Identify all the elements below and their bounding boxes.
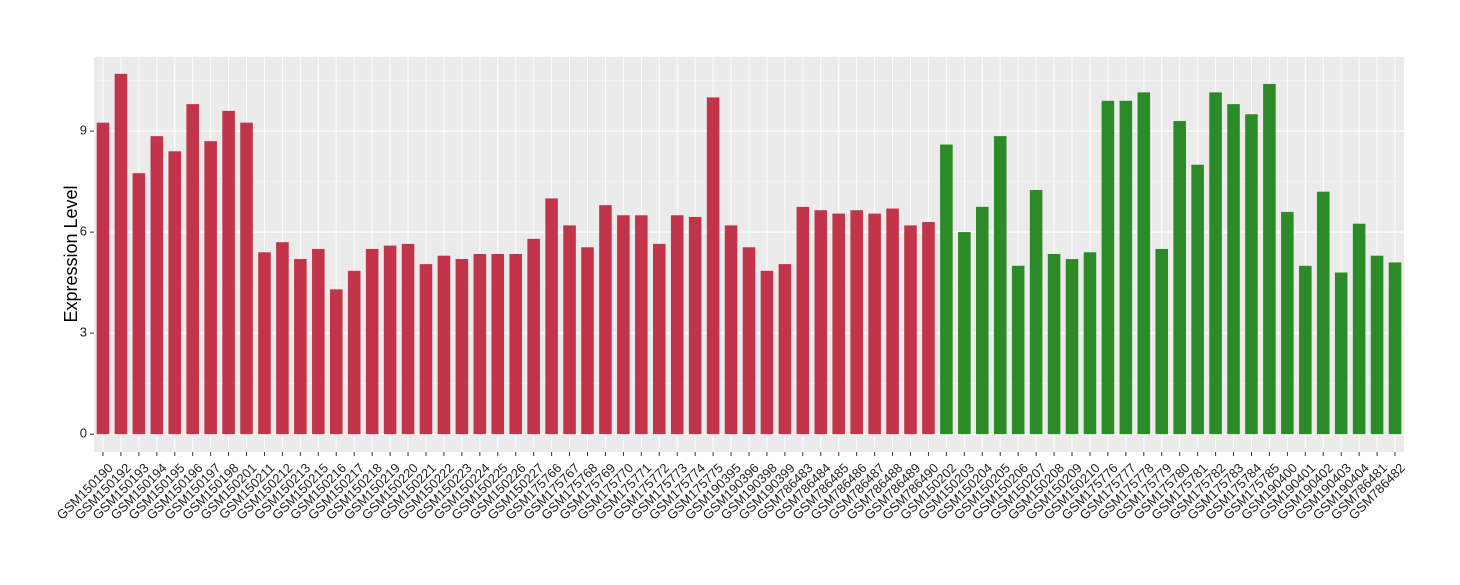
bar xyxy=(688,216,702,435)
bar xyxy=(742,247,756,435)
bar xyxy=(1316,191,1330,435)
bar xyxy=(437,255,451,435)
bar xyxy=(760,270,774,435)
bar xyxy=(958,232,971,435)
bar xyxy=(1119,100,1133,435)
bar xyxy=(617,215,630,435)
bar xyxy=(1263,83,1276,435)
bar xyxy=(652,243,666,435)
bar xyxy=(1370,255,1384,435)
bar xyxy=(1299,265,1312,435)
bar xyxy=(832,213,846,435)
bar xyxy=(491,253,505,435)
bar xyxy=(814,210,828,435)
bar xyxy=(599,205,612,435)
bar xyxy=(509,253,522,435)
bar xyxy=(922,222,935,435)
bar xyxy=(347,270,361,435)
bar xyxy=(1281,211,1294,435)
bar xyxy=(1083,252,1097,435)
bar xyxy=(401,243,415,435)
bar xyxy=(168,151,182,435)
bar xyxy=(1011,265,1025,435)
bar xyxy=(976,206,989,435)
bar xyxy=(527,238,540,435)
bar xyxy=(312,248,325,435)
bar xyxy=(1209,92,1222,435)
y-tick-label: 0 xyxy=(80,426,87,441)
bar xyxy=(240,122,253,435)
bar xyxy=(1029,190,1043,435)
bar xyxy=(635,215,648,435)
bar xyxy=(706,97,720,435)
bar xyxy=(294,259,307,435)
bar xyxy=(886,208,899,435)
bar xyxy=(150,136,164,435)
bar xyxy=(204,141,217,435)
bar xyxy=(114,73,128,435)
bar xyxy=(940,144,953,435)
bar xyxy=(1388,262,1402,435)
bar xyxy=(904,225,917,435)
bar xyxy=(850,210,863,435)
y-axis-label: Expression Level xyxy=(61,185,81,322)
bar xyxy=(1191,164,1204,435)
bar xyxy=(1137,92,1151,435)
bar xyxy=(563,225,576,435)
bar xyxy=(1047,253,1061,435)
bar xyxy=(545,198,558,435)
bar xyxy=(993,136,1007,435)
bar xyxy=(365,248,379,435)
bar xyxy=(796,206,810,435)
bar xyxy=(419,264,433,435)
bar xyxy=(1173,120,1186,435)
bar xyxy=(670,215,684,435)
bar xyxy=(186,104,199,435)
bar xyxy=(581,247,594,435)
bar xyxy=(1101,100,1115,435)
y-tick-label: 3 xyxy=(80,325,87,340)
bar xyxy=(258,252,271,435)
bar xyxy=(1155,248,1169,435)
bar xyxy=(778,264,792,435)
bar xyxy=(724,225,738,435)
bar xyxy=(1352,223,1366,435)
bar xyxy=(473,253,487,435)
bar xyxy=(222,110,235,435)
bar xyxy=(868,213,881,435)
bar xyxy=(329,289,343,435)
bar xyxy=(1227,104,1240,435)
bar xyxy=(1334,272,1348,435)
bar xyxy=(455,259,469,435)
bar xyxy=(383,245,397,435)
bar xyxy=(1245,114,1258,435)
y-tick-label: 9 xyxy=(80,123,87,138)
bar xyxy=(132,173,146,435)
bar xyxy=(1065,259,1079,435)
bar xyxy=(276,242,289,435)
y-tick-label: 6 xyxy=(80,224,87,239)
bar xyxy=(96,122,110,435)
